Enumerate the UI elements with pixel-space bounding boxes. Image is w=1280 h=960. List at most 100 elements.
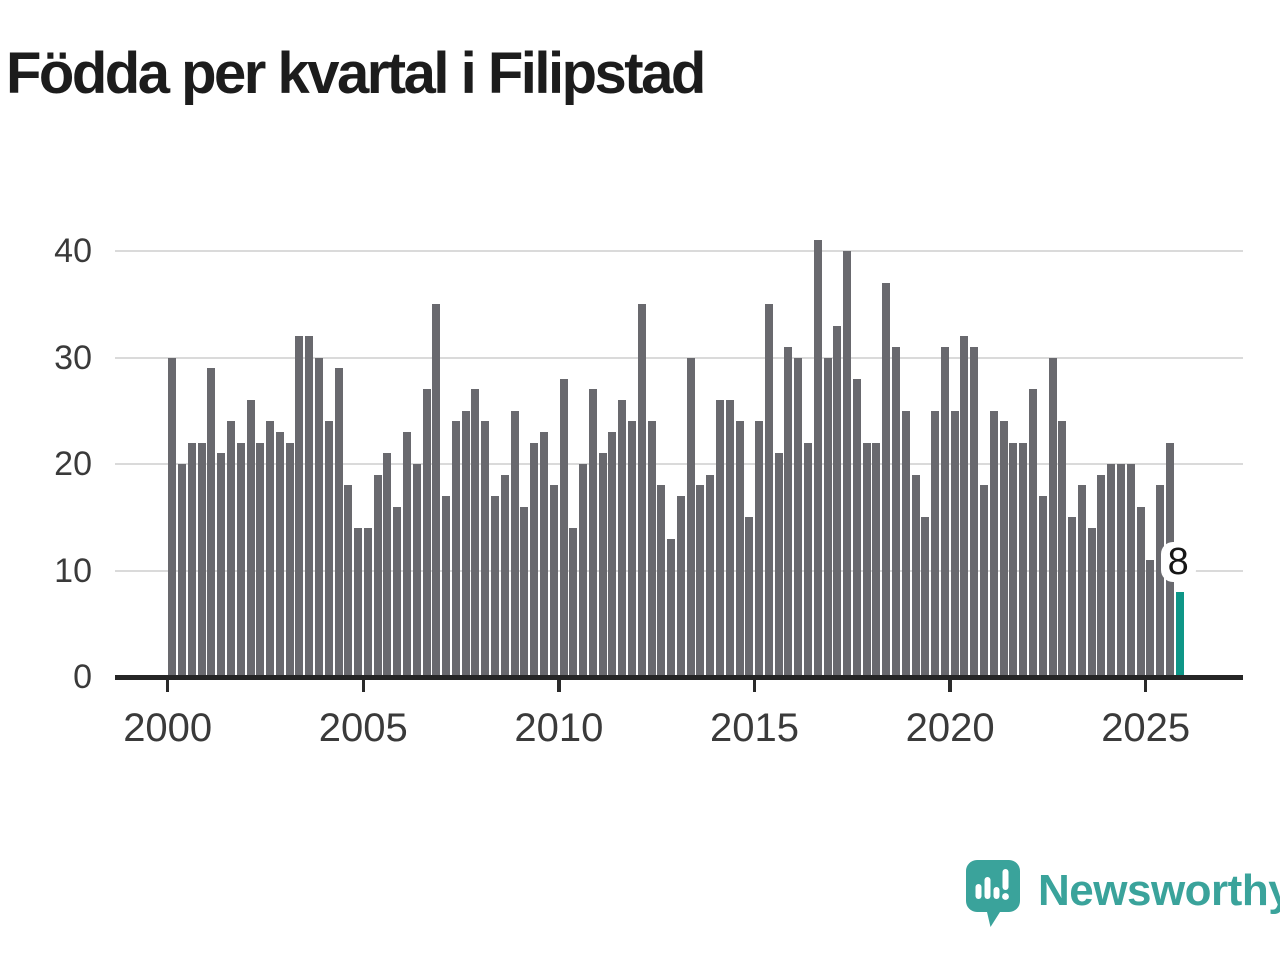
bar — [481, 421, 490, 677]
bar — [960, 336, 969, 677]
bar — [432, 304, 441, 677]
bar — [950, 410, 959, 677]
bar — [197, 442, 206, 677]
bar — [471, 389, 480, 677]
bar — [872, 442, 881, 677]
bar — [931, 410, 940, 677]
bar — [1048, 357, 1057, 677]
chart-title: Födda per kvartal i Filipstad — [6, 41, 706, 106]
bar — [892, 346, 901, 677]
bar — [667, 538, 676, 677]
bar — [403, 432, 412, 677]
bar — [315, 357, 323, 677]
bar — [539, 432, 548, 677]
y-tick-label-10: 10 — [54, 551, 92, 590]
bar — [1146, 559, 1155, 677]
bar — [1156, 485, 1165, 677]
bar — [862, 442, 871, 677]
bar — [706, 474, 715, 677]
gridline-y-20 — [115, 463, 1243, 465]
bar — [1077, 485, 1086, 677]
bar — [637, 304, 646, 677]
bar — [334, 368, 343, 677]
x-tick-label-2000: 2000 — [123, 706, 213, 750]
x-tick-label-2020: 2020 — [905, 706, 995, 750]
bar — [999, 421, 1008, 677]
bar — [344, 485, 353, 677]
bar — [735, 421, 744, 677]
bar — [647, 421, 656, 677]
bar — [520, 506, 529, 677]
bar — [627, 421, 636, 677]
bar — [1019, 442, 1028, 677]
bar — [1116, 464, 1125, 677]
bar — [275, 432, 284, 677]
bar — [422, 389, 431, 677]
bar — [305, 336, 314, 677]
bar — [696, 485, 705, 677]
newsworthy-speech-bubble-chart-icon — [964, 858, 1022, 935]
bar — [236, 442, 245, 677]
bar — [1058, 421, 1067, 677]
bar — [383, 453, 392, 677]
bar — [745, 517, 754, 677]
bar — [823, 357, 832, 677]
bar — [1038, 495, 1047, 677]
bar — [226, 421, 235, 677]
bar — [217, 453, 226, 677]
bar — [1136, 506, 1145, 677]
bar — [451, 421, 460, 677]
bar — [852, 378, 861, 677]
bar — [285, 442, 294, 677]
bar — [256, 442, 265, 677]
bar — [764, 304, 773, 677]
x-tick-label-2005: 2005 — [318, 706, 408, 750]
bar — [940, 346, 949, 677]
x-tick-label-2025: 2025 — [1101, 706, 1191, 750]
bar — [178, 464, 187, 677]
bar — [1087, 527, 1096, 677]
y-tick-label-40: 40 — [54, 232, 92, 270]
bar — [911, 474, 920, 677]
y-tick-label-30: 30 — [54, 338, 92, 377]
bar — [168, 357, 177, 677]
bar — [882, 282, 891, 677]
x-tick-2010 — [557, 676, 561, 692]
bar — [373, 474, 382, 677]
bar — [980, 485, 989, 677]
bar — [657, 485, 666, 677]
bar — [324, 421, 333, 677]
bar — [618, 400, 627, 677]
bar — [794, 357, 803, 677]
gridline-y-40 — [115, 250, 1243, 252]
bar — [755, 421, 764, 677]
bar — [266, 421, 275, 677]
bar — [569, 527, 578, 677]
x-tick-label-2015: 2015 — [710, 706, 799, 750]
bar — [1009, 442, 1018, 677]
bar — [843, 251, 852, 677]
bar — [412, 464, 421, 677]
bar — [530, 442, 539, 677]
bar — [187, 442, 196, 677]
bar — [354, 527, 363, 677]
bar — [246, 400, 255, 677]
bar — [921, 517, 930, 677]
bar — [833, 325, 842, 677]
bar — [901, 410, 910, 677]
x-tick-label-2010: 2010 — [514, 706, 604, 750]
bar — [363, 527, 372, 677]
newsworthy-logo: Newsworthy — [964, 858, 1280, 935]
x-tick-2000 — [165, 676, 170, 692]
bar — [774, 453, 783, 677]
bar — [549, 485, 558, 677]
bar — [784, 346, 793, 677]
x-tick-2020 — [948, 676, 952, 692]
x-tick-2005 — [361, 676, 366, 692]
x-tick-2025 — [1143, 676, 1148, 692]
bar — [1107, 464, 1116, 677]
bar — [1097, 474, 1106, 677]
bar — [725, 400, 734, 677]
gridline-y-30 — [115, 356, 1243, 359]
